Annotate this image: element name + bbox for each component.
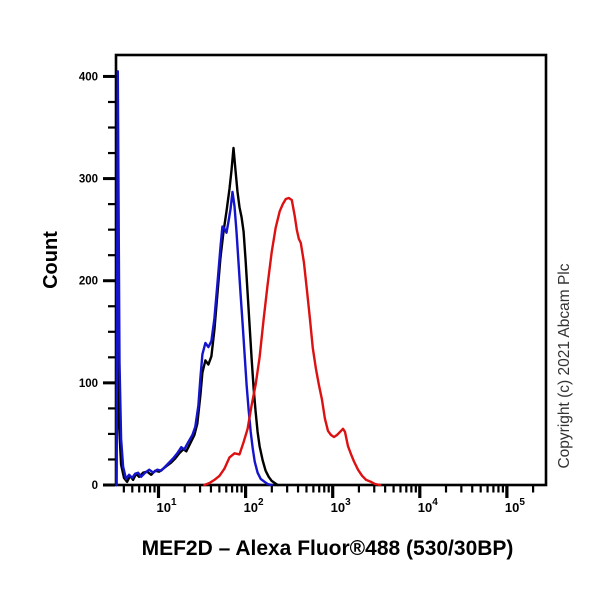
curve-control-black bbox=[115, 146, 279, 487]
plot-frame bbox=[114, 53, 548, 487]
curve-control-blue bbox=[115, 70, 273, 487]
y-axis-tick-label: 0 bbox=[92, 480, 98, 492]
y-axis-tick-label: 200 bbox=[79, 276, 98, 288]
x-axis-tick-label: 101 bbox=[156, 497, 176, 515]
y-axis-tick-label: 400 bbox=[79, 71, 98, 83]
x-axis-tick-label: 105 bbox=[505, 497, 525, 515]
chart-title: MEF2D – Alexa Fluor®488 (530/30BP) bbox=[141, 537, 514, 560]
x-axis-tick-label: 102 bbox=[244, 497, 264, 515]
x-axis-tick-label: 103 bbox=[331, 497, 351, 515]
x-axis-tick-label: 104 bbox=[418, 497, 438, 515]
y-axis-tick-label: 300 bbox=[79, 174, 98, 186]
copyright-text: Copyright (c) 2021 Abcam Plc bbox=[556, 263, 573, 469]
curve-mef2d-red bbox=[203, 196, 382, 487]
y-axis-tick-label: 100 bbox=[79, 378, 98, 390]
